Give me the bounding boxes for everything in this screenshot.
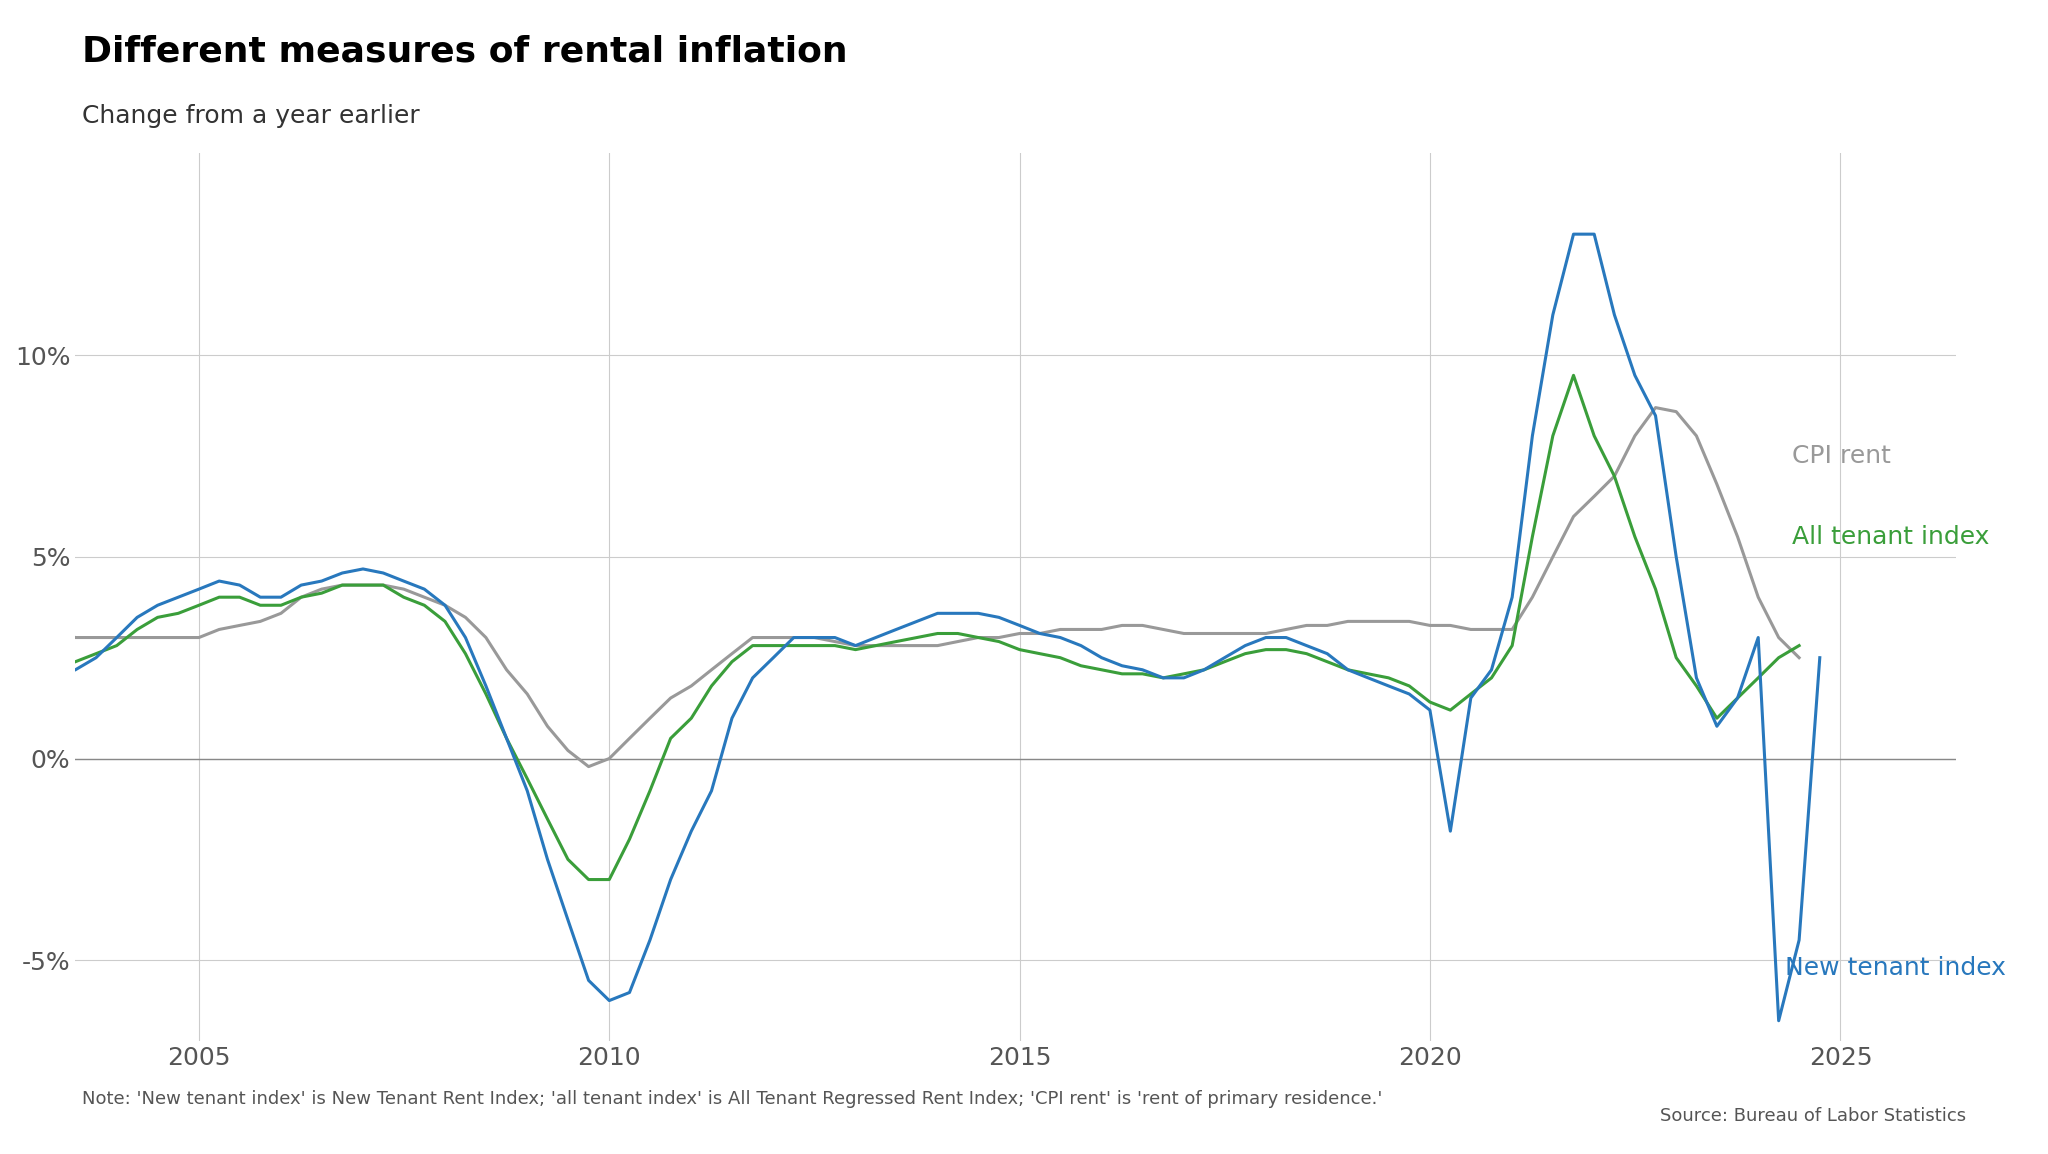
Text: Different measures of rental inflation: Different measures of rental inflation [82, 35, 848, 68]
Text: Source: Bureau of Labor Statistics: Source: Bureau of Labor Statistics [1661, 1107, 1966, 1125]
Text: CPI rent: CPI rent [1792, 444, 1890, 469]
Text: Change from a year earlier: Change from a year earlier [82, 104, 420, 128]
Text: All tenant index: All tenant index [1792, 525, 1991, 548]
Text: Note: 'New tenant index' is New Tenant Rent Index; 'all tenant index' is All Ten: Note: 'New tenant index' is New Tenant R… [82, 1089, 1382, 1108]
Text: New tenant index: New tenant index [1786, 957, 2007, 980]
